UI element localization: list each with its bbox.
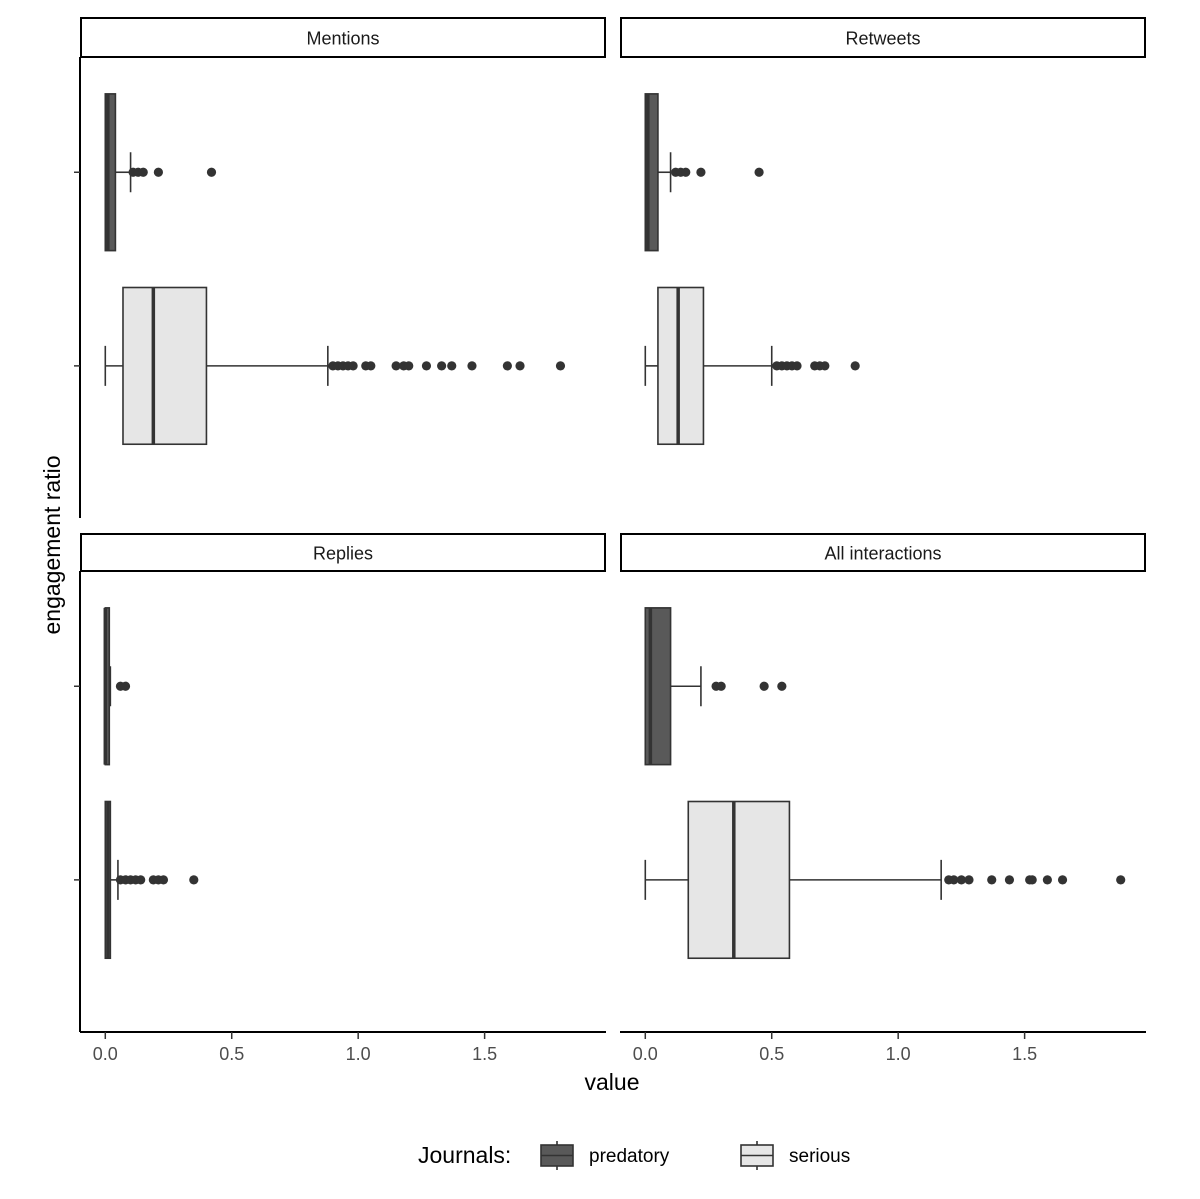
x-tick-label: 0.0 (93, 1044, 118, 1064)
panel-all-interactions: All interactions 0.0 0.5 1.0 1.5 (620, 533, 1146, 1064)
outlier-point (759, 681, 769, 691)
facet-strip (80, 533, 606, 572)
outlier-point (153, 167, 163, 177)
outlier-point (820, 361, 830, 371)
outlier-point (777, 681, 787, 691)
outlier-point (754, 167, 764, 177)
outlier-point (555, 361, 566, 371)
outlier-point (1057, 875, 1068, 885)
x-tick-label: 1.0 (886, 1044, 911, 1064)
facet-strip (620, 533, 1146, 572)
legend-item-predatory: predatory (540, 1141, 670, 1170)
x-tick-label: 0.0 (633, 1044, 658, 1064)
outlier-point (206, 167, 217, 177)
outlier-point (404, 361, 414, 371)
outlier-point (949, 875, 959, 885)
facet-title: Replies (313, 544, 373, 564)
legend-label: serious (789, 1146, 850, 1167)
outlier-point (956, 875, 966, 885)
panel-retweets: Retweets (620, 17, 1146, 446)
outlier-point (792, 361, 802, 371)
outlier-point (850, 361, 860, 371)
outlier-point (696, 167, 706, 177)
outlier-point (1027, 875, 1037, 885)
panel-mentions: Mentions (74, 17, 606, 518)
outlier-point (467, 361, 477, 371)
outlier-point (987, 875, 997, 885)
x-tick-label: 1.5 (472, 1044, 497, 1064)
box-iqr (687, 800, 791, 960)
outlier-point (964, 875, 974, 885)
facet-strip (80, 17, 606, 58)
outlier-point (136, 875, 146, 885)
box-iqr (657, 286, 705, 446)
outlier-point (120, 681, 131, 691)
boxplot-serious (644, 286, 860, 446)
outlier-point (391, 361, 401, 371)
outlier-point (1004, 875, 1015, 885)
box-iqr (104, 93, 117, 252)
legend-title: Journals: (418, 1142, 511, 1168)
outlier-point (138, 167, 148, 177)
legend-item-serious: serious (740, 1141, 850, 1170)
facet-title: Mentions (306, 29, 379, 49)
boxplot-predatory (644, 607, 787, 766)
outlier-point (348, 361, 358, 371)
boxplot-predatory (74, 607, 131, 766)
x-tick-label: 0.5 (219, 1044, 244, 1064)
x-tick-label: 0.5 (759, 1044, 784, 1064)
outlier-point (437, 361, 447, 371)
outlier-point (189, 875, 199, 885)
outlier-point (447, 361, 457, 371)
legend: Journals: predatory serious (418, 1141, 850, 1170)
outlier-point (421, 361, 432, 371)
outlier-point (1116, 875, 1126, 885)
boxplot-serious (74, 286, 566, 446)
outlier-point (515, 361, 525, 371)
outlier-point (681, 167, 691, 177)
boxplot-serious (74, 800, 199, 960)
outlier-point (716, 681, 726, 691)
outlier-point (366, 361, 376, 371)
outlier-point (1042, 875, 1052, 885)
facet-title: Retweets (845, 29, 920, 49)
x-axis-title: value (585, 1069, 640, 1095)
x-tick-label: 1.5 (1012, 1044, 1037, 1064)
facet-title: All interactions (824, 544, 941, 564)
boxplot-predatory (644, 93, 764, 252)
x-tick-label: 1.0 (346, 1044, 371, 1064)
boxplot-serious (644, 800, 1126, 960)
facet-strip (620, 17, 1146, 58)
outlier-point (158, 875, 169, 885)
legend-label: predatory (589, 1146, 670, 1167)
box-iqr (122, 286, 208, 446)
boxplot-predatory (74, 93, 217, 252)
y-axis-title: engagement ratio (39, 455, 65, 634)
panel-replies: Replies 0.0 0.5 1.0 1.5 (74, 533, 606, 1064)
outlier-point (502, 361, 512, 371)
